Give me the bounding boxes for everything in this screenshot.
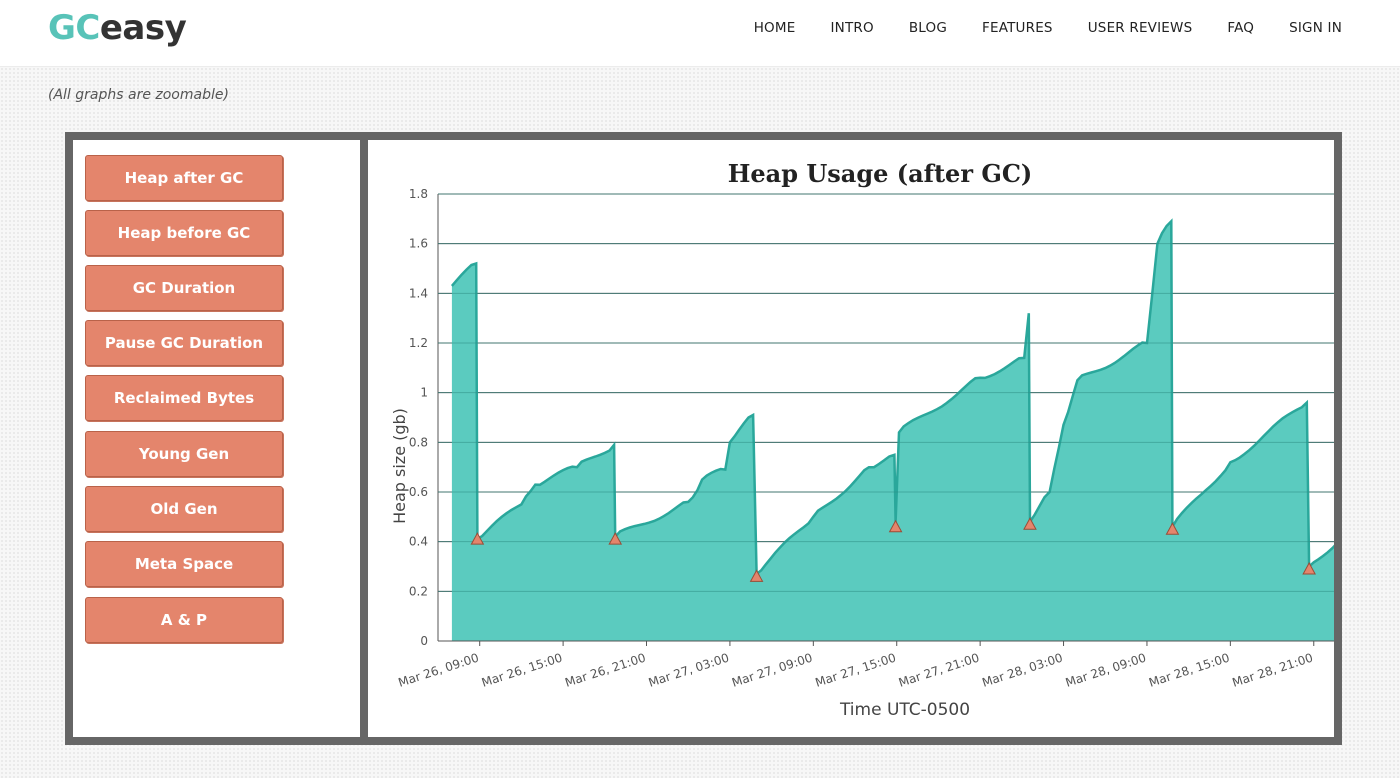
a-and-p-button[interactable]: A & P — [85, 597, 283, 643]
y-tick-label: 1.4 — [409, 286, 428, 300]
nav-intro-link[interactable]: INTRO — [830, 20, 874, 36]
main-nav: HOME INTRO BLOG FEATURES USER REVIEWS FA… — [719, 0, 1342, 56]
y-axis-label: Heap size (gb) — [390, 408, 409, 524]
graph-selector-panel: Heap after GC Heap before GC GC Duration… — [73, 140, 360, 737]
chart-y-axis: 0 0.2 0.4 0.6 0.8 1 1.2 1.4 1.6 1.8 — [409, 187, 428, 648]
y-tick-label: 0.2 — [409, 584, 428, 598]
nav-user-reviews-link[interactable]: USER REVIEWS — [1087, 20, 1193, 36]
full-gc-marker[interactable] — [749, 569, 764, 582]
full-gc-marker[interactable] — [608, 532, 623, 545]
nav-faq-link[interactable]: FAQ — [1227, 20, 1255, 36]
chart-panel: Heap Usage (after GC) 0 0.2 0.4 0.6 0.8 1 1.2 1… — [368, 140, 1374, 737]
x-tick-label: Mar 28, 15:00 — [1147, 651, 1231, 690]
chart-title: Heap Usage (after GC) — [728, 159, 1033, 188]
x-tick-label: Mar 27, 15:00 — [814, 651, 898, 690]
x-tick-label: Mar 26, 09:00 — [396, 651, 480, 690]
y-tick-label: 0 — [420, 634, 428, 648]
y-tick-label: 0.4 — [409, 535, 428, 549]
heap-after-gc-button[interactable]: Heap after GC — [85, 155, 283, 201]
chart-plot-area — [438, 193, 1374, 642]
full-gc-marker[interactable] — [1023, 517, 1037, 530]
x-tick-label: Mar 26, 21:00 — [563, 651, 647, 690]
x-tick-label: Mar 28, 03:00 — [980, 651, 1064, 690]
y-tick-label: 0.6 — [409, 485, 428, 499]
x-tick-label: Mar 27, 09:00 — [730, 651, 814, 690]
pause-gc-duration-button[interactable]: Pause GC Duration — [85, 320, 283, 366]
logo-easy-text: easy — [99, 8, 187, 48]
main-content: (All graphs are zoomable) Heap after GC … — [0, 67, 1400, 778]
nav-home-link[interactable]: HOME — [753, 20, 796, 36]
chart-x-axis: Mar 26, 09:00 Mar 26, 15:00 Mar 26, 21:00 M… — [396, 641, 1315, 690]
y-tick-label: 1 — [420, 386, 428, 400]
full-gc-marker[interactable] — [1165, 522, 1180, 535]
gc-duration-button[interactable]: GC Duration — [85, 265, 283, 311]
young-gen-button[interactable]: Young Gen — [85, 431, 283, 477]
old-gen-button[interactable]: Old Gen — [85, 486, 283, 532]
heap-line — [450, 218, 1371, 577]
y-tick-label: 1.2 — [409, 336, 428, 350]
top-navbar: GCeasy HOME INTRO BLOG FEATURES USER REV… — [0, 0, 1400, 67]
heap-area — [451, 221, 1370, 642]
heap-usage-chart[interactable]: Heap Usage (after GC) 0 0.2 0.4 0.6 0.8 1 1.2 1… — [368, 140, 1374, 737]
x-tick-label: Mar 28, 21:00 — [1231, 651, 1315, 690]
chart-markers — [470, 517, 1316, 582]
y-tick-label: 0.8 — [409, 435, 428, 449]
x-tick-label: Mar 26, 15:00 — [480, 651, 564, 690]
gceasy-logo[interactable]: GCeasy — [48, 8, 187, 48]
x-axis-label: Time UTC-0500 — [839, 700, 970, 720]
full-gc-marker[interactable] — [888, 519, 903, 533]
x-tick-label: Mar 28, 09:00 — [1064, 651, 1148, 690]
meta-space-button[interactable]: Meta Space — [85, 541, 283, 587]
nav-sign-in-link[interactable]: SIGN IN — [1289, 20, 1342, 36]
reclaimed-bytes-button[interactable]: Reclaimed Bytes — [85, 375, 283, 421]
full-gc-marker[interactable] — [1302, 561, 1316, 575]
x-tick-label: Mar 27, 21:00 — [897, 651, 981, 690]
x-tick-label: Mar 27, 03:00 — [647, 651, 731, 690]
full-gc-marker[interactable] — [470, 532, 485, 545]
y-tick-label: 1.8 — [409, 187, 428, 201]
y-tick-label: 1.6 — [409, 237, 428, 251]
logo-gc-text: GC — [48, 8, 100, 48]
nav-features-link[interactable]: FEATURES — [982, 20, 1053, 36]
heap-before-gc-button[interactable]: Heap before GC — [85, 210, 283, 256]
nav-blog-link[interactable]: BLOG — [908, 20, 948, 36]
zoomable-hint: (All graphs are zoomable) — [48, 87, 229, 103]
graph-frame: Heap after GC Heap before GC GC Duration… — [65, 132, 1374, 745]
